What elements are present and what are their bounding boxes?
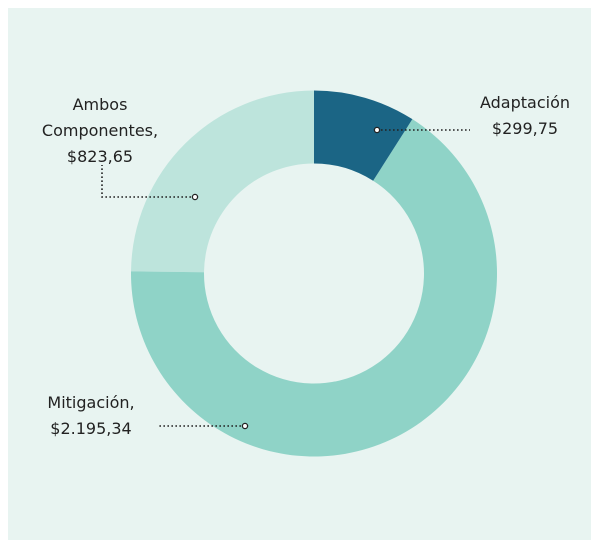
leader-dots xyxy=(191,126,381,430)
category-label: Adaptación xyxy=(479,93,571,112)
donut-segment xyxy=(314,90,413,181)
value-label: $299,75 xyxy=(491,119,559,138)
category-label: Ambos Componentes, xyxy=(41,95,159,140)
label-mitigacion: Mitigación, $2.195,34 xyxy=(30,390,152,442)
leader-dot xyxy=(191,193,199,201)
category-label: Mitigación, xyxy=(47,393,135,412)
donut-segment xyxy=(131,90,314,273)
label-adaptacion: Adaptación $299,75 xyxy=(455,90,595,142)
leaders xyxy=(101,129,470,427)
value-label: $2.195,34 xyxy=(50,419,132,438)
leader-line xyxy=(101,165,191,198)
value-label: $823,65 xyxy=(66,147,134,166)
leader-dot xyxy=(373,126,381,134)
donut-segment xyxy=(131,119,498,457)
label-ambos: Ambos Componentes, $823,65 xyxy=(40,92,160,170)
leader-dot xyxy=(241,422,249,430)
